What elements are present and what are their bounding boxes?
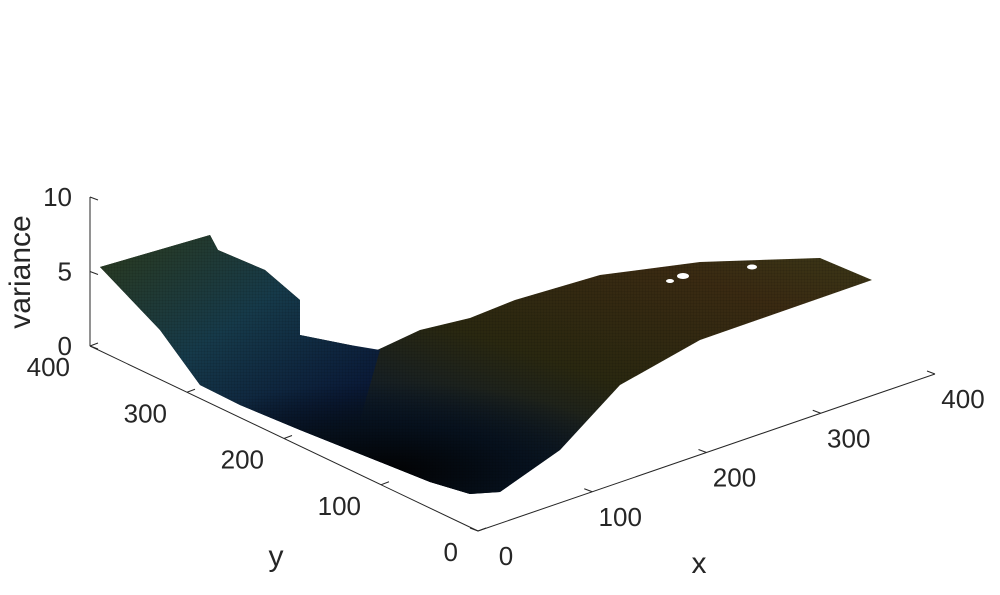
y-tick-label: 0 <box>444 537 458 567</box>
x-tick-label: 400 <box>941 384 984 414</box>
z-tick-label: 5 <box>58 257 72 287</box>
y-tick-mark <box>477 527 487 532</box>
x-tick-mark <box>698 449 707 453</box>
y-tick-label: 400 <box>27 352 70 382</box>
x-tick-mark <box>584 488 593 493</box>
y-tick-label: 200 <box>221 445 264 475</box>
y-tick-mark <box>283 435 293 439</box>
y-tick-label: 300 <box>124 398 167 428</box>
y-tick-mark <box>186 388 196 393</box>
surface-hole <box>677 273 689 279</box>
z-tick-mark <box>89 271 99 275</box>
x-tick-mark <box>926 370 936 375</box>
y-axis-label: y <box>269 540 284 573</box>
variance-surface <box>100 235 872 494</box>
z-tick-label: 10 <box>43 182 72 212</box>
surface-hole <box>747 264 757 270</box>
surface-hole <box>666 279 674 283</box>
z-tick-mark <box>89 196 99 201</box>
x-tick-label: 200 <box>713 463 756 493</box>
x-tick-mark <box>812 409 821 414</box>
x-tick-label: 100 <box>599 502 642 532</box>
surface-mesh <box>100 235 872 494</box>
x-tick-label: 0 <box>499 541 513 571</box>
z-tick-mark <box>89 345 99 350</box>
x-tick-label: 300 <box>827 423 870 453</box>
x-tick-mark <box>469 527 479 532</box>
z-tick-label: 0 <box>58 331 72 361</box>
x-axis-label: x <box>692 547 707 580</box>
z-axis-label: variance <box>4 215 37 328</box>
y-tick-mark <box>89 342 99 347</box>
y-tick-mark <box>380 481 390 486</box>
y-tick-label: 100 <box>318 491 361 521</box>
